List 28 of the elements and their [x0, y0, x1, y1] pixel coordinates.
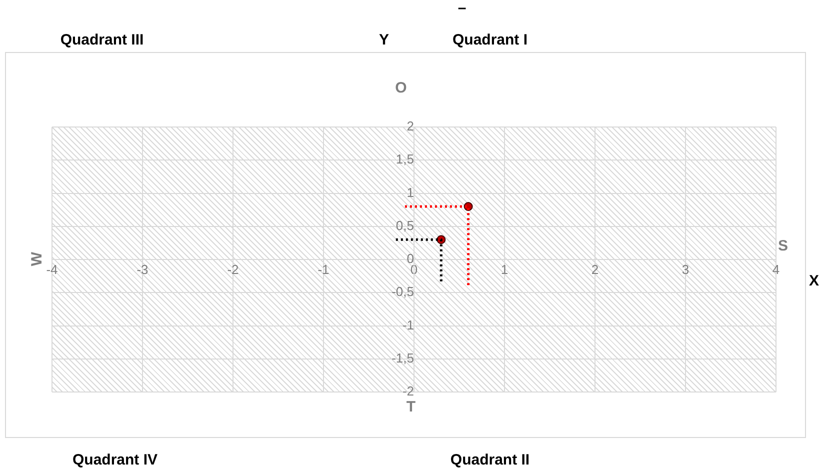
text: Quadrant I	[452, 32, 528, 48]
y-tick-label: 0	[406, 251, 414, 266]
text: T	[406, 398, 416, 416]
x-tick-label: 1	[500, 262, 508, 277]
text: Quadrant II	[450, 452, 530, 468]
text: Quadrant IV	[72, 452, 158, 468]
chart-title: O	[395, 80, 407, 96]
y-tick-label: -1	[402, 317, 414, 332]
x-axis-title: X	[808, 272, 820, 290]
y-tick-label: -0,5	[392, 284, 414, 300]
text: W	[28, 252, 46, 266]
text: Quadrant III	[60, 32, 144, 48]
x-tick-label: -2	[227, 262, 239, 277]
x-tick-label: 2	[591, 262, 599, 277]
y-tick-label: 2	[406, 118, 414, 134]
x-tick-label: 4	[772, 262, 780, 277]
x-tick-label: 3	[682, 262, 690, 277]
y-tick-label: -2	[402, 384, 414, 399]
x-tick-label: -4	[46, 262, 58, 277]
text: –	[458, 0, 466, 16]
y-tick-label: 1	[406, 184, 414, 200]
y-tick-label: 1,5	[396, 152, 414, 167]
x-tick-label: -3	[136, 262, 148, 277]
y-tick-label: -1,5	[392, 350, 414, 366]
text: S	[778, 238, 788, 254]
y-axis-title: Y	[378, 32, 390, 48]
y-tick-label: 0,5	[396, 218, 414, 233]
x-tick-label: -1	[318, 262, 330, 277]
